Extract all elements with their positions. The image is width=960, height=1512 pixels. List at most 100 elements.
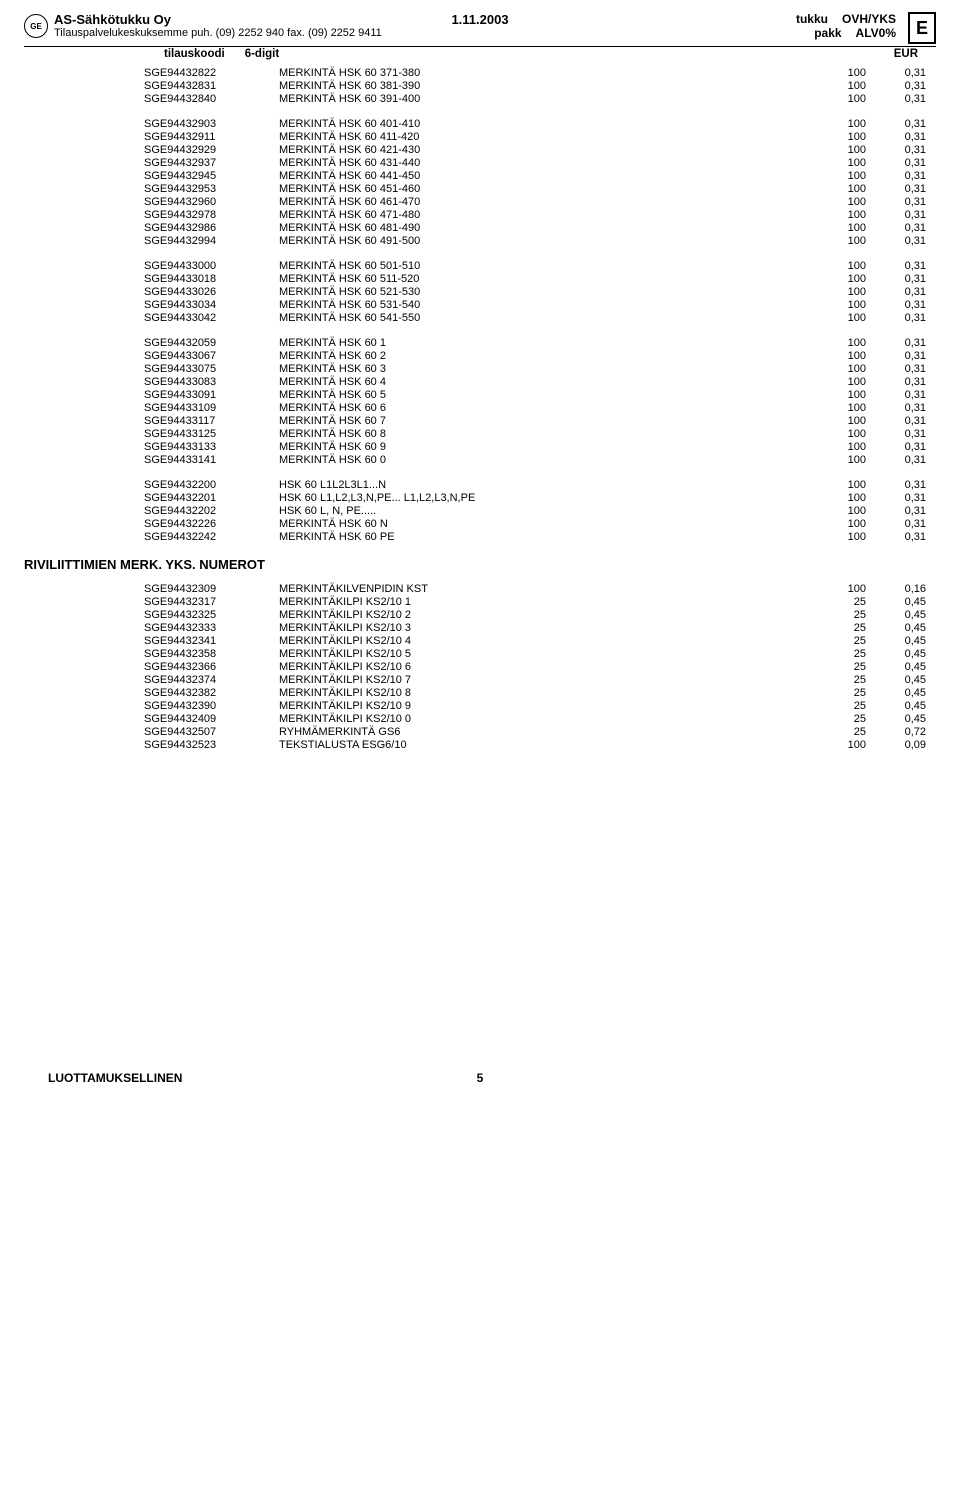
table-row: SGE94433125MERKINTÄ HSK 60 81000,31	[24, 427, 936, 440]
cell-price: 0,31	[866, 299, 926, 311]
cell-price: 0,31	[866, 118, 926, 130]
cell-price: 0,31	[866, 363, 926, 375]
cell-code: SGE94432226	[144, 518, 279, 530]
cell-desc: MERKINTÄ HSK 60 481-490	[279, 222, 806, 234]
cell-desc: MERKINTÄKILVENPIDIN KST	[279, 583, 806, 595]
cell-code: SGE94432960	[144, 196, 279, 208]
cell-qty: 100	[806, 235, 866, 247]
cell-price: 0,31	[866, 441, 926, 453]
cell-desc: MERKINTÄ HSK 60 9	[279, 441, 806, 453]
subheader: tilauskoodi 6-digit EUR	[24, 47, 936, 66]
col-alv: ALV0%	[856, 26, 896, 40]
table-row: SGE94432945MERKINTÄ HSK 60 441-4501000,3…	[24, 169, 936, 182]
cell-desc: MERKINTÄ HSK 60 3	[279, 363, 806, 375]
cell-price: 0,31	[866, 286, 926, 298]
cell-desc: MERKINTÄ HSK 60 4	[279, 376, 806, 388]
cell-qty: 25	[806, 713, 866, 725]
cell-code: SGE94432986	[144, 222, 279, 234]
cell-code: SGE94432333	[144, 622, 279, 634]
cell-code: SGE94433141	[144, 454, 279, 466]
cell-desc: HSK 60 L1L2L3L1...N	[279, 479, 806, 491]
cell-qty: 100	[806, 157, 866, 169]
cell-price: 0,31	[866, 531, 926, 543]
cell-code: SGE94432929	[144, 144, 279, 156]
table-row: SGE94432242MERKINTÄ HSK 60 PE1000,31	[24, 530, 936, 543]
cell-qty: 100	[806, 93, 866, 105]
cell-desc: MERKINTÄ HSK 60 511-520	[279, 273, 806, 285]
table-row: SGE94432366MERKINTÄKILPI KS2/10 6250,45	[24, 660, 936, 673]
cell-price: 0,31	[866, 170, 926, 182]
cell-code: SGE94432409	[144, 713, 279, 725]
cell-code: SGE94432840	[144, 93, 279, 105]
cell-qty: 100	[806, 518, 866, 530]
table-row: SGE94433091MERKINTÄ HSK 60 51000,31	[24, 388, 936, 401]
cell-qty: 100	[806, 196, 866, 208]
footer-page: 5	[477, 1071, 484, 1085]
cell-qty: 100	[806, 415, 866, 427]
cell-desc: MERKINTÄ HSK 60 531-540	[279, 299, 806, 311]
cell-qty: 100	[806, 492, 866, 504]
table-row: SGE94432390MERKINTÄKILPI KS2/10 9250,45	[24, 699, 936, 712]
table-row: SGE94433067MERKINTÄ HSK 60 21000,31	[24, 349, 936, 362]
cell-desc: MERKINTÄ HSK 60 431-440	[279, 157, 806, 169]
cell-code: SGE94433117	[144, 415, 279, 427]
cell-qty: 100	[806, 363, 866, 375]
cell-desc: MERKINTÄ HSK 60 7	[279, 415, 806, 427]
cell-desc: MERKINTÄ HSK 60 411-420	[279, 131, 806, 143]
header-date: 1.11.2003	[451, 12, 508, 27]
cell-price: 0,45	[866, 700, 926, 712]
col-pakk: pakk	[814, 26, 841, 40]
table-row: SGE94433109MERKINTÄ HSK 60 61000,31	[24, 401, 936, 414]
sub-digit: 6-digit	[245, 48, 280, 60]
cell-qty: 25	[806, 648, 866, 660]
table-row: SGE94432059MERKINTÄ HSK 60 11000,31	[24, 336, 936, 349]
cell-price: 0,45	[866, 622, 926, 634]
cell-qty: 100	[806, 170, 866, 182]
cell-price: 0,31	[866, 518, 926, 530]
cell-desc: MERKINTÄ HSK 60 471-480	[279, 209, 806, 221]
cell-qty: 100	[806, 118, 866, 130]
cell-qty: 100	[806, 286, 866, 298]
cell-qty: 100	[806, 441, 866, 453]
table-row: SGE94433133MERKINTÄ HSK 60 91000,31	[24, 440, 936, 453]
cell-desc: MERKINTÄKILPI KS2/10 4	[279, 635, 806, 647]
header-right: tukku OVH/YKS pakk ALV0% E	[796, 12, 936, 44]
cell-desc: MERKINTÄ HSK 60 5	[279, 389, 806, 401]
cell-qty: 100	[806, 260, 866, 272]
cell-code: SGE94432994	[144, 235, 279, 247]
cell-code: SGE94432358	[144, 648, 279, 660]
cell-desc: MERKINTÄ HSK 60 391-400	[279, 93, 806, 105]
cell-qty: 100	[806, 389, 866, 401]
cell-desc: MERKINTÄ HSK 60 541-550	[279, 312, 806, 324]
cell-code: SGE94433026	[144, 286, 279, 298]
cell-desc: HSK 60 L, N, PE.....	[279, 505, 806, 517]
cell-code: SGE94433133	[144, 441, 279, 453]
cell-desc: MERKINTÄKILPI KS2/10 1	[279, 596, 806, 608]
table-row: SGE94432986MERKINTÄ HSK 60 481-4901000,3…	[24, 221, 936, 234]
cell-price: 0,31	[866, 454, 926, 466]
cell-price: 0,45	[866, 674, 926, 686]
product-table: SGE94432822MERKINTÄ HSK 60 371-3801000,3…	[24, 66, 936, 543]
table-row: SGE94433042MERKINTÄ HSK 60 541-5501000,3…	[24, 311, 936, 324]
service-line: Tilauspalvelukeskuksemme puh. (09) 2252 …	[54, 27, 796, 39]
cell-qty: 100	[806, 222, 866, 234]
cell-qty: 100	[806, 505, 866, 517]
cell-price: 0,31	[866, 415, 926, 427]
cell-desc: MERKINTÄ HSK 60 381-390	[279, 80, 806, 92]
cell-desc: MERKINTÄ HSK 60 451-460	[279, 183, 806, 195]
cell-desc: MERKINTÄ HSK 60 461-470	[279, 196, 806, 208]
cell-qty: 100	[806, 80, 866, 92]
cell-code: SGE94432200	[144, 479, 279, 491]
cell-price: 0,31	[866, 402, 926, 414]
table-row: SGE94432507RYHMÄMERKINTÄ GS6250,72	[24, 725, 936, 738]
header-left: AS-Sähkötukku Oy Tilauspalvelukeskuksemm…	[54, 12, 796, 39]
cell-qty: 25	[806, 700, 866, 712]
cell-code: SGE94432309	[144, 583, 279, 595]
table-row: SGE94432358MERKINTÄKILPI KS2/10 5250,45	[24, 647, 936, 660]
cell-qty: 25	[806, 596, 866, 608]
cell-desc: MERKINTÄKILPI KS2/10 2	[279, 609, 806, 621]
cell-desc: MERKINTÄKILPI KS2/10 6	[279, 661, 806, 673]
cell-code: SGE94432523	[144, 739, 279, 751]
cell-qty: 100	[806, 402, 866, 414]
cell-code: SGE94432831	[144, 80, 279, 92]
